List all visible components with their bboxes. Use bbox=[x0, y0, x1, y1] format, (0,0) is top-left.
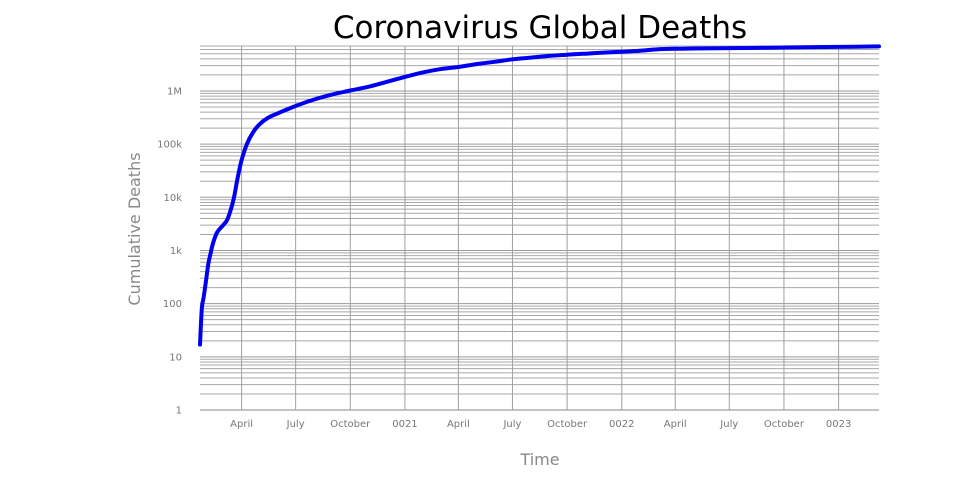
y-tick-label: 1 bbox=[176, 406, 182, 417]
x-tick-label: 0023 bbox=[826, 419, 851, 430]
y-axis-title: Cumulative Deaths bbox=[125, 152, 144, 305]
x-axis-ticks: April July October 0021 April July October 0022… bbox=[230, 419, 851, 430]
series-group bbox=[198, 44, 881, 347]
x-tick-label: 0021 bbox=[392, 419, 417, 430]
x-tick-label: 0022 bbox=[609, 419, 634, 430]
y-tick-label: 100 bbox=[163, 299, 182, 310]
grid-minor-lines bbox=[200, 45, 879, 395]
x-tick-label: October bbox=[764, 419, 805, 430]
x-tick-label: April bbox=[664, 419, 687, 430]
grid-major-lines bbox=[200, 90, 879, 411]
y-tick-label: 10 bbox=[169, 352, 182, 363]
y-tick-label: 1k bbox=[170, 246, 182, 257]
x-tick-label: October bbox=[330, 419, 371, 430]
x-axis-title: Time bbox=[519, 450, 559, 469]
y-axis-ticks: 1 10 100 1k 10k 100k 1M bbox=[157, 86, 182, 416]
x-tick-label: July bbox=[502, 419, 521, 430]
y-tick-label: 100k bbox=[157, 140, 182, 151]
series-line bbox=[198, 44, 881, 347]
x-grid-lines bbox=[241, 46, 840, 410]
x-tick-label: April bbox=[447, 419, 470, 430]
chart-title: Coronavirus Global Deaths bbox=[333, 10, 747, 46]
x-tick-label: July bbox=[286, 419, 305, 430]
y-tick-label: 1M bbox=[167, 86, 182, 97]
y-tick-label: 10k bbox=[163, 193, 182, 204]
x-tick-label: July bbox=[719, 419, 738, 430]
x-tick-label: October bbox=[547, 419, 588, 430]
x-tick-label: April bbox=[230, 419, 253, 430]
